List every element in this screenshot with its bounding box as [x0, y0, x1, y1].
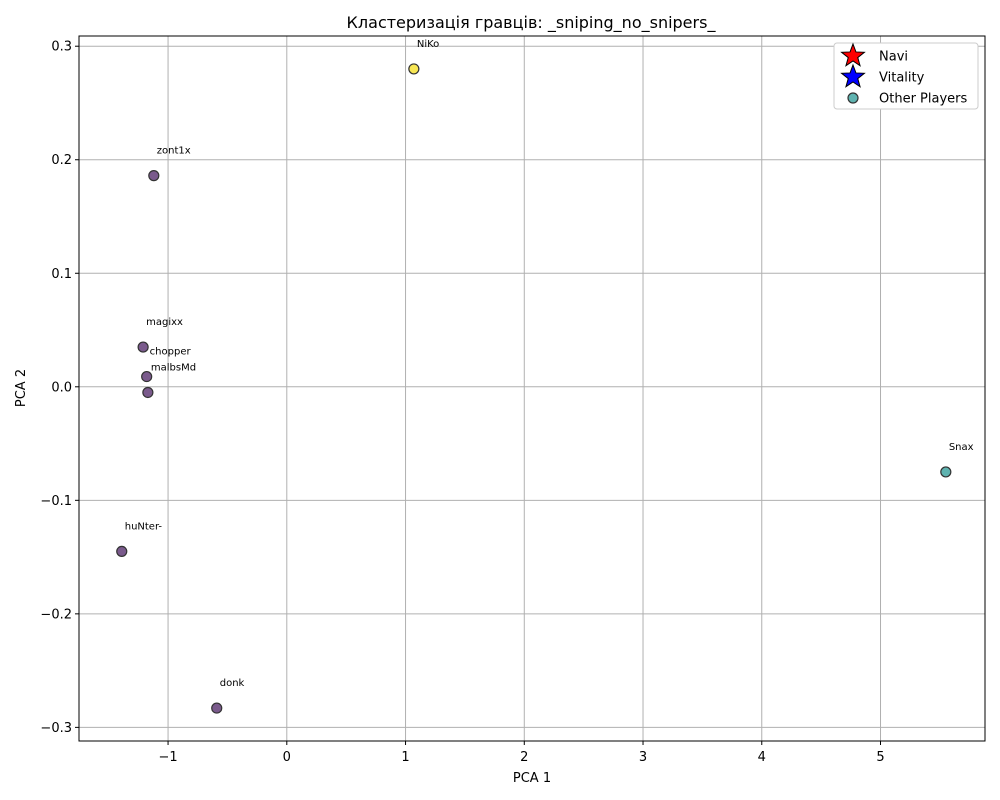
- data-point: [142, 386, 154, 399]
- plot-frame: [78, 35, 986, 742]
- point-label: magixx: [146, 317, 183, 328]
- point-label: huNter-: [125, 521, 163, 532]
- x-tick-label: 5: [876, 750, 884, 765]
- legend-label: Vitality: [879, 71, 925, 86]
- data-point: [940, 466, 952, 478]
- y-tick-label: 0.1: [51, 267, 72, 282]
- chart-title: Кластеризація гравців: _sniping_no_snipe…: [347, 13, 717, 33]
- point-label: Snax: [949, 442, 974, 453]
- data-point: [148, 170, 160, 182]
- y-tick-label: −0.1: [40, 494, 72, 509]
- y-tick-label: 0.0: [51, 380, 72, 395]
- y-tick-label: 0.2: [51, 153, 72, 168]
- point-label: malbsMd: [151, 362, 196, 373]
- legend-label: Other Players: [879, 92, 967, 107]
- y-tick-label: −0.2: [40, 607, 72, 622]
- legend-label: Navi: [879, 50, 908, 65]
- grid-lines: [79, 36, 985, 741]
- x-axis-label: PCA 1: [513, 771, 551, 786]
- legend: Navi Vitality Other Players: [833, 42, 979, 110]
- x-tick-label: 4: [758, 750, 766, 765]
- data-point: [211, 702, 223, 714]
- x-tick-label: 3: [639, 750, 647, 765]
- x-tick-label: 0: [283, 750, 291, 765]
- legend-circle-icon: [847, 92, 859, 104]
- legend-star-icon: [840, 63, 866, 88]
- point-label: donk: [220, 678, 245, 689]
- data-point: [116, 545, 128, 558]
- x-tick-label: 2: [520, 750, 528, 765]
- x-tick-label: −1: [158, 750, 177, 765]
- point-label: NiKo: [417, 39, 439, 50]
- axis-ticks: −1 0 1 2 3 4 5 −0.3 −0.2 −0.1 0.0 0.1 0.2 0.3: [40, 40, 884, 765]
- data-point: [137, 341, 149, 353]
- y-tick-label: 0.3: [51, 40, 72, 55]
- x-tick-label: 1: [401, 750, 409, 765]
- data-points: NiKo zont1x magixx chopper malbsMd Snax huNter…: [116, 39, 974, 714]
- point-label: zont1x: [157, 146, 191, 157]
- legend-star-icon: [840, 42, 866, 67]
- y-axis-label: PCA 2: [14, 369, 29, 407]
- point-label: chopper: [150, 347, 192, 358]
- y-tick-label: −0.3: [40, 721, 72, 736]
- data-point: [141, 370, 153, 383]
- data-point: [408, 63, 420, 75]
- legend-box: [833, 42, 979, 110]
